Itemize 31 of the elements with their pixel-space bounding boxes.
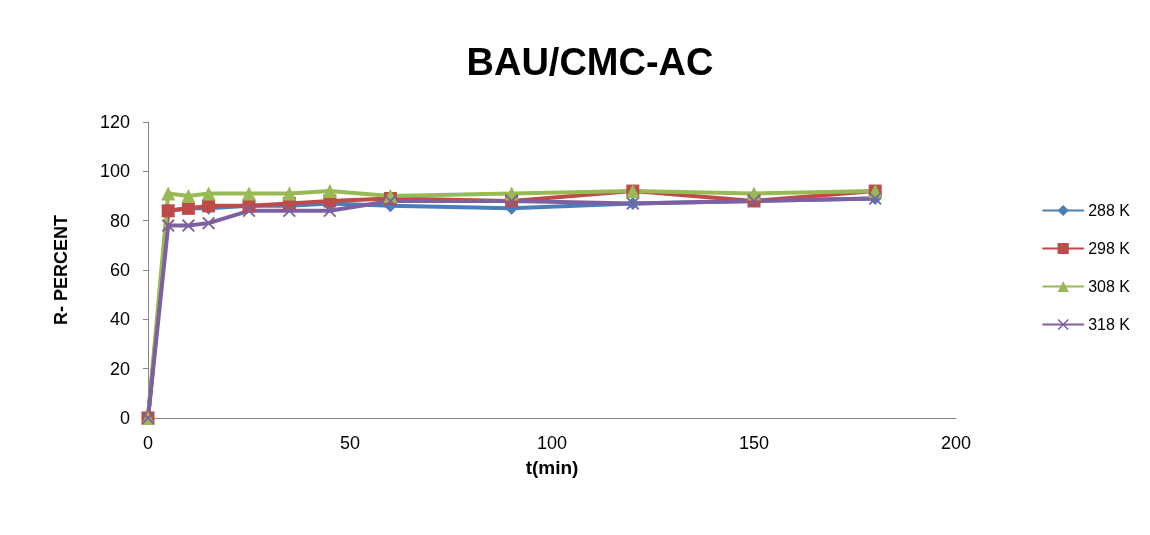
point	[161, 219, 175, 233]
y-tick-label: 120	[99, 112, 130, 132]
chart-title: BAU/CMC-AC	[466, 41, 714, 83]
point	[202, 216, 216, 230]
y-tick-label: 100	[99, 161, 130, 182]
point	[201, 186, 216, 201]
point	[322, 184, 337, 199]
y-axis-title: R- PERCENT	[51, 214, 71, 326]
point	[323, 204, 337, 218]
point	[282, 204, 296, 218]
x-tick-label: 50	[339, 433, 361, 453]
x-tick-label: 150	[738, 433, 770, 453]
y-tick-label: 0	[119, 408, 130, 428]
x-axis-title: t(min)	[525, 457, 579, 478]
legend-label: 298 K	[1088, 240, 1131, 257]
point	[181, 219, 195, 233]
y-tick-label: 20	[109, 358, 130, 379]
y-tick-label: 80	[109, 210, 130, 231]
legend-label: 318 K	[1088, 316, 1131, 333]
x-tick-label: 200	[940, 433, 972, 453]
point	[242, 204, 256, 218]
point	[242, 186, 256, 201]
point	[161, 186, 176, 201]
y-tick-label: 40	[109, 309, 130, 330]
x-tick-label: 0	[142, 433, 154, 453]
point	[181, 189, 196, 203]
point	[282, 186, 297, 201]
y-tick-label: 60	[109, 260, 130, 280]
legend-label: 288 K	[1088, 202, 1131, 219]
legend-label: 308 K	[1088, 278, 1131, 295]
x-tick-label: 100	[536, 433, 568, 453]
